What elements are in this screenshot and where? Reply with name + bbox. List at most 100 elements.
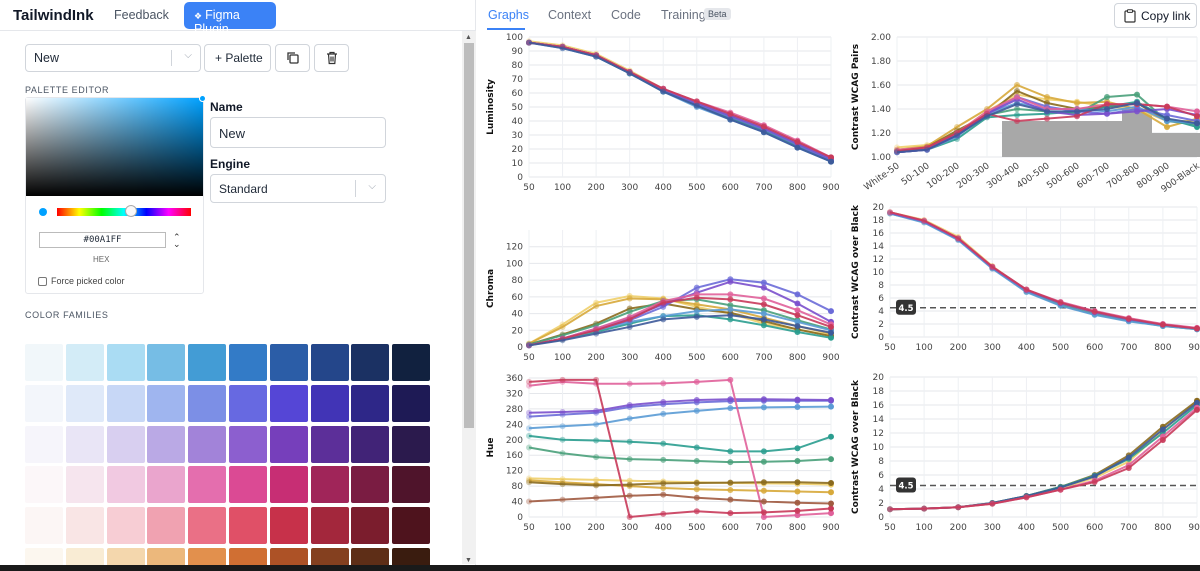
copy-link-button[interactable]: Copy link (1114, 3, 1197, 28)
color-swatch[interactable] (25, 507, 63, 545)
color-swatch[interactable] (65, 425, 104, 463)
data-point (1194, 108, 1200, 115)
color-swatch[interactable] (229, 507, 267, 545)
color-swatch[interactable] (25, 466, 63, 504)
color-swatch[interactable] (351, 384, 390, 422)
series-line (528, 477, 832, 486)
color-swatch[interactable] (65, 507, 104, 545)
force-picked-label: Force picked color (51, 276, 125, 286)
data-point (526, 342, 532, 349)
y-tick-label: 70 (512, 75, 524, 85)
data-point (660, 398, 667, 405)
color-swatch[interactable] (392, 344, 431, 381)
color-swatch[interactable] (392, 507, 431, 545)
color-swatch[interactable] (106, 466, 145, 504)
duplicate-palette-button[interactable] (275, 44, 310, 72)
color-swatch[interactable] (65, 344, 104, 381)
data-point (593, 327, 600, 334)
color-swatch[interactable] (106, 384, 145, 422)
scrollbar[interactable]: ▲ ▼ (462, 31, 476, 564)
nav-feedback-link[interactable]: Feedback (114, 8, 169, 22)
color-swatch[interactable] (310, 384, 349, 422)
data-point (1014, 101, 1020, 108)
x-tick-label: 100 (916, 523, 933, 533)
color-swatch[interactable] (310, 344, 349, 381)
x-tick-label: 200 (588, 183, 605, 193)
tab-graphs[interactable]: Graphs (488, 8, 529, 22)
format-toggle-icon[interactable]: ⌃ ⌄ (173, 232, 181, 249)
palette-select[interactable]: New ⌵ (25, 44, 201, 72)
color-swatch[interactable] (310, 466, 349, 504)
tab-code[interactable]: Code (611, 8, 641, 22)
data-point (1194, 406, 1200, 413)
y-tick-label: 90 (512, 47, 524, 57)
color-swatch[interactable] (351, 507, 390, 545)
delete-palette-button[interactable] (314, 44, 349, 72)
color-swatch[interactable] (25, 425, 63, 463)
tab-training[interactable]: Training (661, 8, 706, 22)
hex-input[interactable]: #00A1FF (39, 232, 166, 248)
x-tick-label: 800 (789, 523, 806, 533)
color-swatch[interactable] (269, 425, 308, 463)
color-swatch[interactable] (310, 425, 349, 463)
scroll-up-icon[interactable]: ▲ (465, 34, 472, 41)
color-swatch[interactable] (65, 384, 104, 422)
y-tick-label: 12 (873, 429, 884, 439)
color-swatch[interactable] (188, 425, 227, 463)
color-swatch[interactable] (147, 507, 186, 545)
color-swatch[interactable] (351, 344, 390, 381)
color-swatch[interactable] (147, 466, 186, 504)
data-point (828, 397, 834, 404)
x-tick-label: 500 (688, 183, 705, 193)
hue-slider-handle[interactable] (125, 205, 137, 217)
color-swatch[interactable] (188, 384, 227, 422)
color-swatch[interactable] (106, 425, 145, 463)
color-swatch[interactable] (188, 507, 227, 545)
data-point (760, 295, 767, 302)
chart-2: 0 20 40 60 80 100 120 50 100 200 300 400 500 600 700 80… (486, 230, 840, 363)
figma-plugin-button[interactable]: ❖ Figma Plugin (184, 2, 276, 36)
add-palette-button[interactable]: + Palette (204, 44, 271, 72)
color-swatch[interactable] (351, 425, 390, 463)
color-swatch[interactable] (229, 466, 267, 504)
color-swatch[interactable] (147, 384, 186, 422)
hue-slider[interactable] (57, 208, 191, 216)
color-swatch[interactable] (392, 466, 431, 504)
color-swatch[interactable] (229, 425, 267, 463)
data-point (760, 448, 767, 455)
color-swatch[interactable] (188, 466, 227, 504)
data-point (727, 486, 734, 493)
color-swatch[interactable] (147, 344, 186, 381)
engine-select[interactable]: Standard ⌵ (210, 174, 386, 203)
color-swatch[interactable] (269, 344, 308, 381)
saturation-area[interactable] (26, 95, 206, 196)
scroll-down-icon[interactable]: ▼ (465, 557, 472, 564)
brand-logo[interactable]: TailwindInk (13, 7, 94, 24)
color-swatch[interactable] (392, 384, 431, 422)
name-input[interactable]: New (210, 117, 386, 148)
color-swatch[interactable] (25, 384, 63, 422)
color-swatch[interactable] (65, 466, 104, 504)
y-tick-label: 18 (873, 387, 885, 397)
color-swatch[interactable] (310, 507, 349, 545)
color-swatch[interactable] (229, 344, 267, 381)
color-swatch[interactable] (147, 425, 186, 463)
color-swatch[interactable] (229, 384, 267, 422)
color-swatch[interactable] (392, 425, 431, 463)
saturation-handle[interactable] (199, 95, 206, 102)
color-swatch[interactable] (25, 344, 63, 381)
data-point (727, 296, 734, 303)
color-swatch[interactable] (269, 466, 308, 504)
color-swatch[interactable] (351, 466, 390, 504)
color-swatch[interactable] (106, 507, 145, 545)
color-swatch[interactable] (269, 507, 308, 545)
x-tick-label: 600 (722, 353, 739, 363)
color-swatch[interactable] (188, 344, 227, 381)
color-swatch[interactable] (269, 384, 308, 422)
tab-context[interactable]: Context (548, 8, 592, 22)
scrollbar-thumb[interactable] (464, 43, 474, 428)
taskbar (0, 565, 1200, 571)
data-point (1074, 100, 1080, 106)
color-swatch[interactable] (106, 344, 145, 381)
force-picked-checkbox[interactable] (38, 277, 47, 286)
